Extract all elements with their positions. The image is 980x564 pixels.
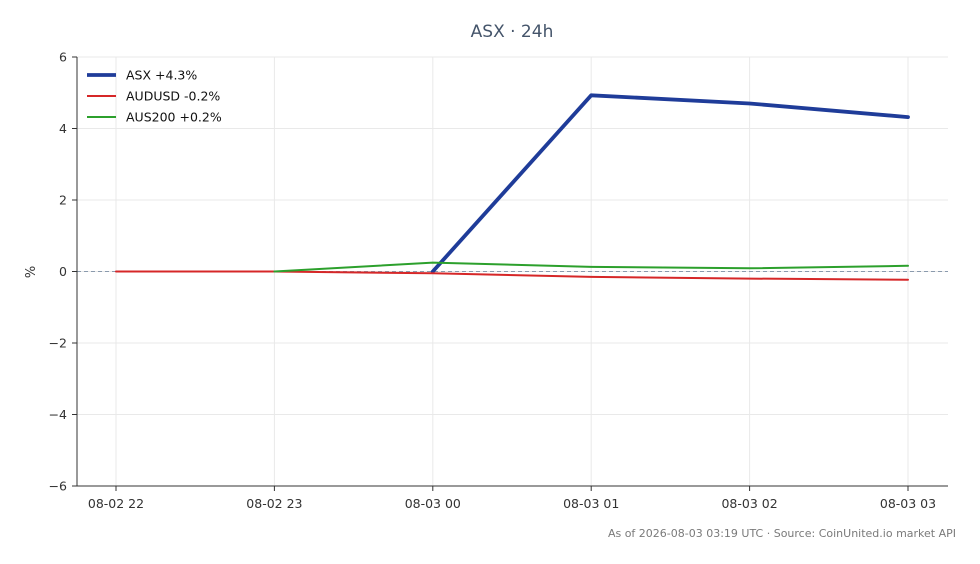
- y-tick-label: −2: [49, 336, 67, 351]
- series: [115, 93, 910, 281]
- y-tick-label: 4: [59, 121, 67, 136]
- x-tick-label: 08-02 23: [246, 496, 302, 511]
- footer-source: As of 2026-08-03 03:19 UTC · Source: Coi…: [608, 527, 956, 540]
- legend-label-aus200: AUS200 +0.2%: [126, 110, 222, 125]
- y-tick-label: 6: [59, 50, 67, 65]
- y-tick-label: −6: [49, 479, 67, 494]
- legend-label-audusd: AUDUSD -0.2%: [126, 89, 220, 104]
- chart-title: ASX · 24h: [471, 22, 554, 42]
- y-ticks: 6 4 2 0 −2 −4 −6: [49, 50, 77, 494]
- y-axis-label: %: [24, 266, 39, 278]
- legend-label-asx: ASX +4.3%: [126, 68, 197, 83]
- x-ticks: 08-02 22 08-02 23 08-03 00 08-03 01 08-03 02…: [88, 486, 936, 511]
- series-line-aus200: [273, 261, 909, 273]
- grid: [77, 56, 948, 487]
- legend: ASX +4.3% AUDUSD -0.2% AUS200 +0.2%: [87, 68, 222, 125]
- x-tick-label: 08-03 02: [721, 496, 777, 511]
- x-tick-label: 08-03 01: [563, 496, 619, 511]
- y-tick-label: 0: [59, 264, 67, 279]
- y-tick-label: −4: [49, 407, 67, 422]
- series-line-asx: [430, 93, 910, 274]
- x-tick-label: 08-02 22: [88, 496, 144, 511]
- x-tick-label: 08-03 00: [405, 496, 461, 511]
- series-line-audusd: [115, 270, 909, 281]
- y-tick-label: 2: [59, 193, 67, 208]
- x-tick-label: 08-03 03: [880, 496, 936, 511]
